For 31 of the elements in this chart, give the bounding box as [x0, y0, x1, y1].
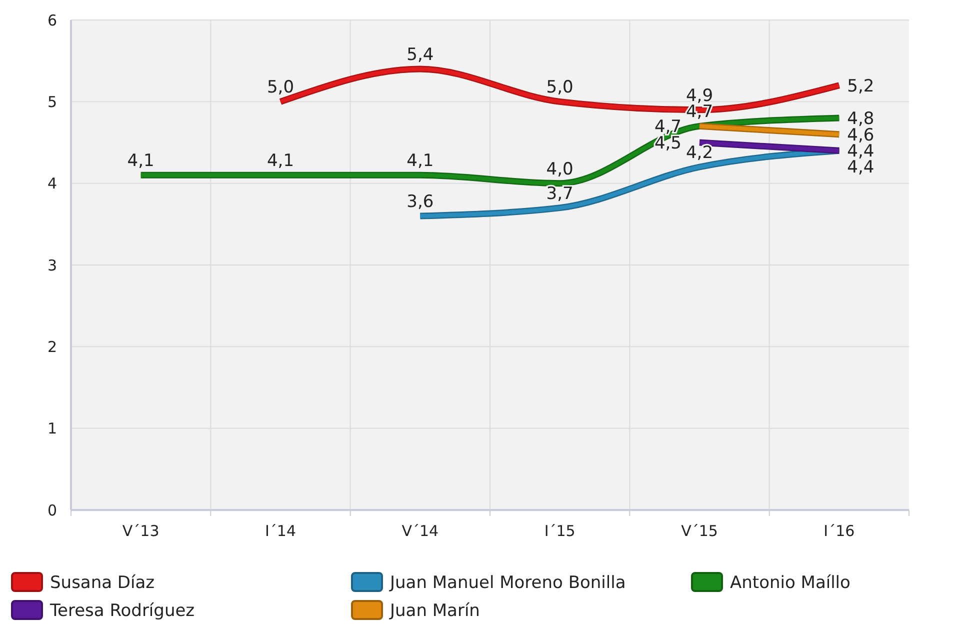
data-label: 4,1	[127, 151, 154, 172]
y-tick-label: 4	[47, 174, 57, 193]
data-label: 3,6	[406, 192, 434, 212]
data-label: 3,7	[546, 184, 574, 204]
x-tick-label: I´14	[264, 522, 296, 540]
y-tick-label: 5	[47, 92, 57, 111]
data-label: 5,0	[266, 78, 294, 98]
data-label: 5,0	[546, 78, 574, 98]
x-tick-label: I´16	[824, 522, 855, 540]
y-tick-label: 1	[47, 420, 57, 438]
x-tick-label: V´14	[402, 522, 439, 540]
y-tick-label: 3	[47, 256, 57, 274]
data-label: 4,1	[266, 151, 294, 172]
legend-label: Antonio Maíllo	[730, 572, 850, 593]
x-tick-label: I´15	[544, 522, 576, 540]
data-label: 5,2	[847, 76, 874, 96]
y-tick-label: 2	[47, 338, 57, 356]
data-label: 4,0	[546, 159, 574, 180]
data-label: 5,4	[406, 45, 434, 65]
x-tick-label: V´13	[122, 522, 160, 540]
legend-label: Teresa Rodríguez	[49, 600, 195, 621]
y-tick-label: 6	[47, 11, 57, 30]
data-label: 4,4	[847, 158, 874, 178]
legend-label: Susana Díaz	[50, 572, 155, 593]
x-tick-label: V´15	[681, 522, 718, 540]
legend-label: Juan Marín	[389, 600, 480, 621]
data-label: 4,9	[686, 86, 714, 106]
y-tick-label: 0	[47, 501, 57, 520]
data-label: 4,2	[686, 143, 714, 163]
legend-label: Juan Manuel Moreno Bonilla	[389, 572, 626, 593]
data-label: 4,1	[406, 151, 434, 172]
